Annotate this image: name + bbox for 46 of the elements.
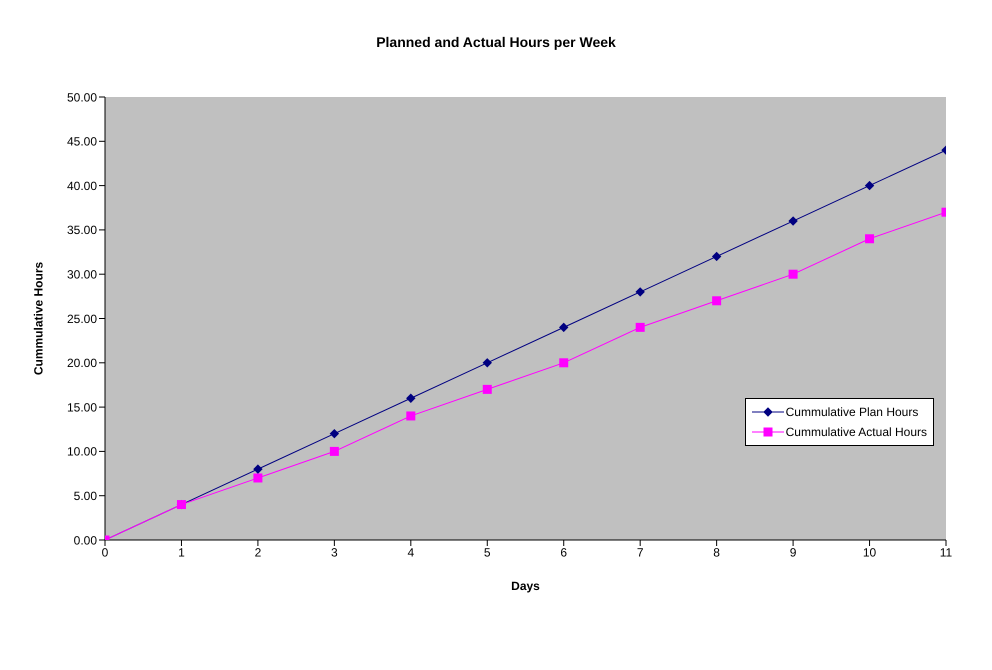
point [712, 252, 722, 261]
x-tick-label: 11 [940, 546, 953, 560]
x-tick-label: 4 [407, 546, 414, 560]
x-tick-label: 1 [178, 546, 186, 560]
y-tick-label: 25.00 [66, 312, 98, 326]
point [253, 464, 262, 474]
y-tick-label: 0.00 [74, 533, 98, 548]
y-tick-label: 40.00 [66, 178, 98, 193]
x-axis-title: Days [511, 579, 540, 593]
point [330, 446, 339, 456]
x-tick-label: 3 [331, 546, 338, 560]
y-tick-label: 20.00 [66, 356, 98, 370]
y-tick-label: 30.00 [66, 267, 98, 282]
point [865, 234, 874, 244]
legend-label: Cummulative Actual Hours [786, 425, 927, 439]
point [636, 287, 645, 296]
x-tick-label: 10 [862, 546, 877, 560]
x-tick-label: 0 [102, 546, 109, 560]
y-tick-label: 10.00 [66, 444, 98, 459]
y-tick-label: 45.00 [66, 134, 98, 149]
y-tick-label: 5.00 [74, 488, 98, 503]
x-tick-label: 2 [254, 546, 262, 560]
x-tick-label: 6 [560, 546, 568, 560]
legend-label: Cummulative Plan Hours [786, 405, 918, 419]
point [636, 322, 645, 332]
y-tick-label: 15.00 [66, 400, 98, 414]
point [788, 216, 798, 226]
point [482, 384, 492, 394]
chart-title: Planned and Actual Hours per Week [375, 34, 617, 50]
point [559, 322, 568, 332]
y-tick-label: 50.00 [66, 90, 98, 104]
x-tick-label: 8 [713, 546, 720, 560]
point [712, 296, 722, 306]
point [865, 181, 874, 190]
point [788, 270, 798, 279]
point [253, 473, 262, 482]
x-tick-label: 9 [790, 546, 797, 560]
y-tick-label: 35.00 [66, 223, 98, 238]
y-axis-title: Cummulative Hours [31, 262, 46, 376]
point [406, 394, 416, 403]
x-tick-label: 5 [484, 546, 491, 560]
x-tick-label: 7 [636, 546, 644, 560]
point [406, 411, 416, 420]
point [482, 358, 492, 368]
point [330, 429, 339, 438]
point [559, 358, 568, 368]
